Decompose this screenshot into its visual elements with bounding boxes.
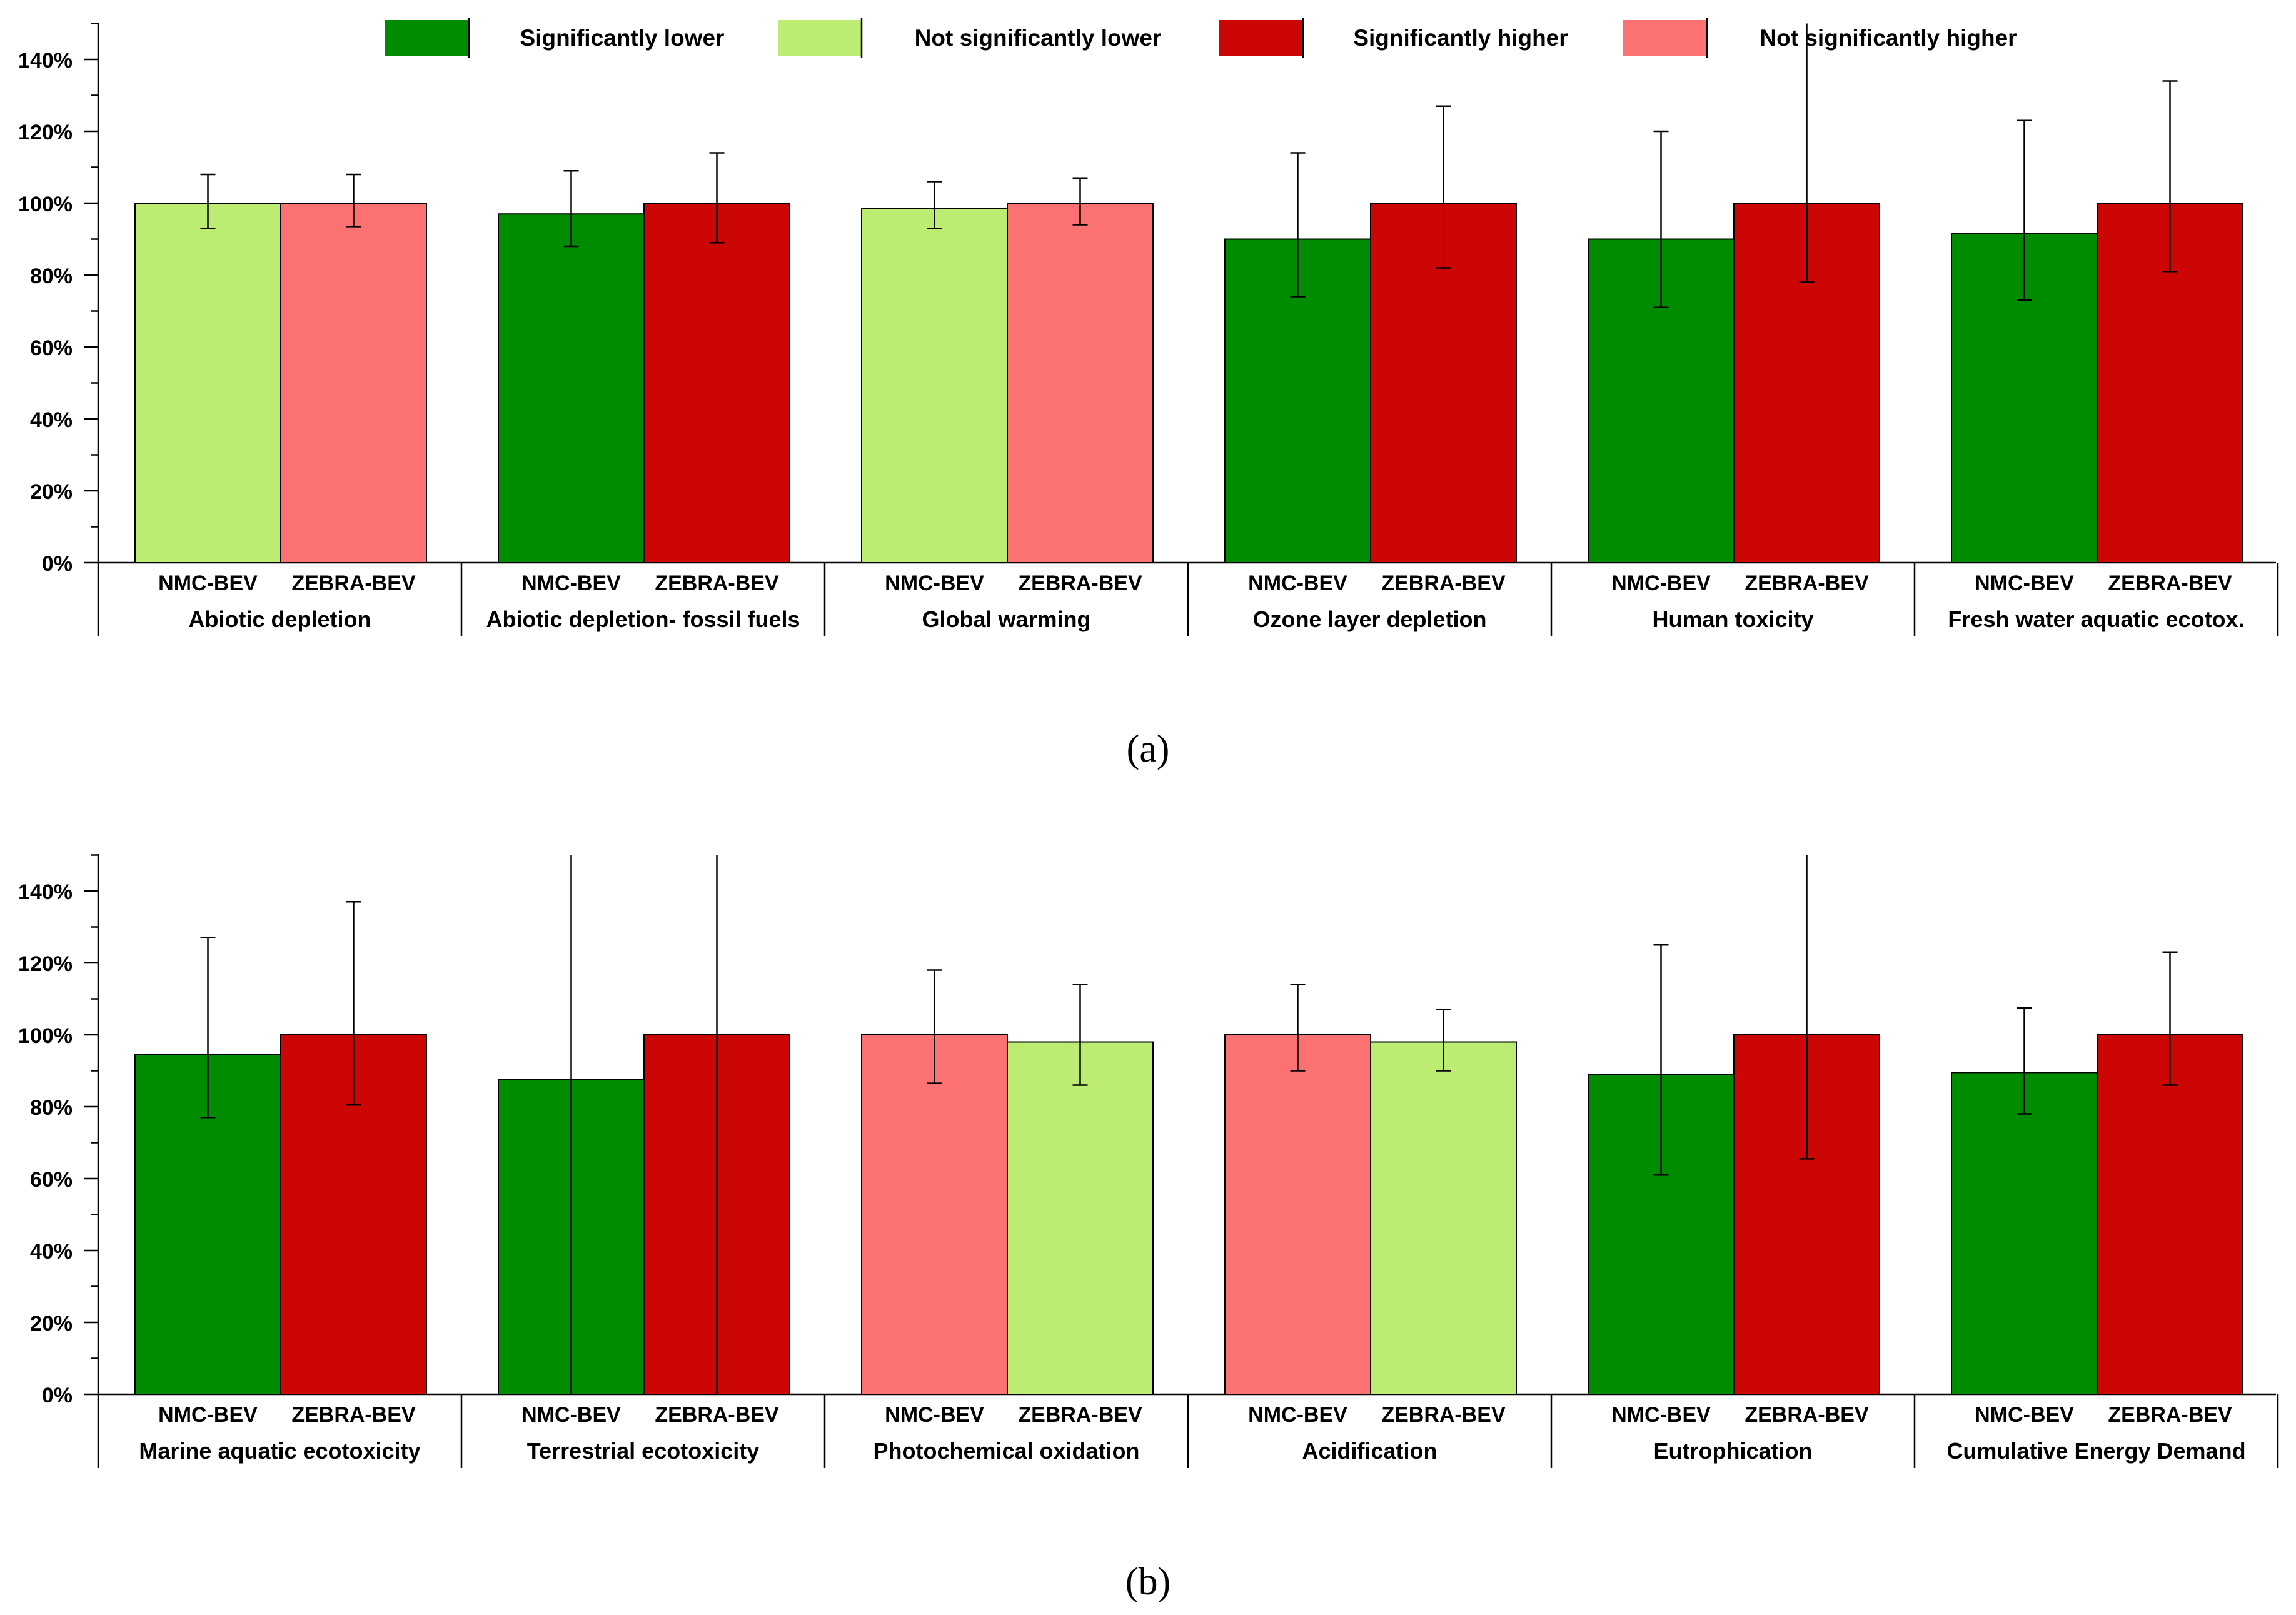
bar-label: ZEBRA-BEV <box>1018 571 1142 595</box>
y-tick-label: 80% <box>30 1096 73 1120</box>
bar-zebra-bev <box>1370 1041 1517 1395</box>
panel-b-caption: (b) <box>1125 1561 1171 1603</box>
y-tick-label: 120% <box>18 121 73 144</box>
bar-label: ZEBRA-BEV <box>655 571 779 595</box>
legend-label-1: Significantly lower <box>520 25 725 51</box>
y-tick-label: 0% <box>42 1384 73 1407</box>
category-label: Abiotic depletion- fossil fuels <box>486 606 800 632</box>
category-label: Marine aquatic ecotoxicity <box>139 1438 420 1464</box>
category-label: Human toxicity <box>1652 606 1813 632</box>
bar-label: ZEBRA-BEV <box>1018 1403 1142 1427</box>
y-tick-label: 40% <box>30 408 73 432</box>
bar-label: ZEBRA-BEV <box>1745 571 1869 595</box>
bar-label: ZEBRA-BEV <box>2108 1403 2232 1427</box>
bar-zebra-bev <box>2097 1034 2243 1395</box>
category-label: Ozone layer depletion <box>1252 606 1486 632</box>
bar-label: ZEBRA-BEV <box>291 1403 416 1427</box>
category-label: Photochemical oxidation <box>873 1438 1139 1464</box>
bar-nmc-bev <box>498 213 645 563</box>
y-tick-label: 20% <box>30 1312 73 1336</box>
bar-label: ZEBRA-BEV <box>1381 1403 1506 1427</box>
bar-label: ZEBRA-BEV <box>2108 571 2232 595</box>
category-label: Cumulative Energy Demand <box>1946 1438 2245 1464</box>
y-tick-label: 40% <box>30 1240 73 1264</box>
legend-label-3: Significantly higher <box>1353 25 1568 51</box>
bar-label: NMC-BEV <box>1611 571 1711 595</box>
bar-label: ZEBRA-BEV <box>1745 1403 1869 1427</box>
bar-zebra-bev <box>280 203 427 563</box>
bar-label: ZEBRA-BEV <box>1381 571 1506 595</box>
y-tick-label: 60% <box>30 1168 73 1192</box>
bar-label: NMC-BEV <box>158 571 258 595</box>
y-tick-label: 140% <box>18 49 73 73</box>
y-tick-label: 20% <box>30 480 73 504</box>
bar-nmc-bev <box>861 1034 1008 1395</box>
legend-label-4: Not significantly higher <box>1760 25 2017 51</box>
bar-label: NMC-BEV <box>521 571 621 595</box>
bar-zebra-bev <box>1007 1041 1154 1395</box>
bar-zebra-bev <box>643 203 790 563</box>
bar-nmc-bev <box>861 208 1008 563</box>
legend: Significantly lower Not significantly low… <box>385 18 2017 58</box>
y-tick-label: 100% <box>18 1024 73 1048</box>
bar-label: NMC-BEV <box>885 571 984 595</box>
bar-label: NMC-BEV <box>885 1403 984 1427</box>
y-tick-label: 80% <box>30 264 73 288</box>
category-label: Acidification <box>1302 1438 1437 1464</box>
chart-panel-b: 0% 20% 40% 60% 80% 100% 120% 140% NMC-BEV ZEBRA-B… <box>18 854 2279 1468</box>
bar-label: NMC-BEV <box>1975 1403 2074 1427</box>
legend-swatch-3 <box>1219 20 1303 56</box>
legend-swatch-2 <box>778 20 862 56</box>
bar-nmc-bev <box>1951 1072 2098 1395</box>
bar-label: NMC-BEV <box>521 1403 621 1427</box>
bar-zebra-bev <box>1007 203 1154 563</box>
category-label: Terrestrial ecotoxicity <box>527 1438 760 1464</box>
category-label: Eutrophication <box>1654 1438 1813 1464</box>
y-tick-label: 0% <box>42 552 73 576</box>
bar-nmc-bev <box>1224 1034 1371 1395</box>
y-tick-label: 140% <box>18 880 73 904</box>
bar-label: ZEBRA-BEV <box>291 571 416 595</box>
category-label: Fresh water aquatic ecotox. <box>1948 606 2244 632</box>
bar-label: NMC-BEV <box>1248 1403 1347 1427</box>
category-label: Abiotic depletion <box>189 606 371 632</box>
y-tick-label: 60% <box>30 336 73 360</box>
y-tick-label: 120% <box>18 952 73 976</box>
bar-label: ZEBRA-BEV <box>655 1403 779 1427</box>
legend-swatch-1 <box>385 20 469 56</box>
legend-label-2: Not significantly lower <box>915 25 1162 51</box>
y-tick-label: 100% <box>18 193 73 216</box>
bar-label: NMC-BEV <box>1248 571 1347 595</box>
bar-label: NMC-BEV <box>1611 1403 1711 1427</box>
bar-nmc-bev <box>134 203 281 563</box>
category-label: Global warming <box>922 606 1090 632</box>
chart-panel-a: 0% 20% 40% 60% 80% 100% 120% 140% NMC-BEV ZEBRA-B… <box>18 23 2279 636</box>
bar-label: NMC-BEV <box>1975 571 2074 595</box>
bar-label: NMC-BEV <box>158 1403 258 1427</box>
panel-a-caption: (a) <box>1127 728 1170 770</box>
legend-swatch-4 <box>1623 20 1707 56</box>
